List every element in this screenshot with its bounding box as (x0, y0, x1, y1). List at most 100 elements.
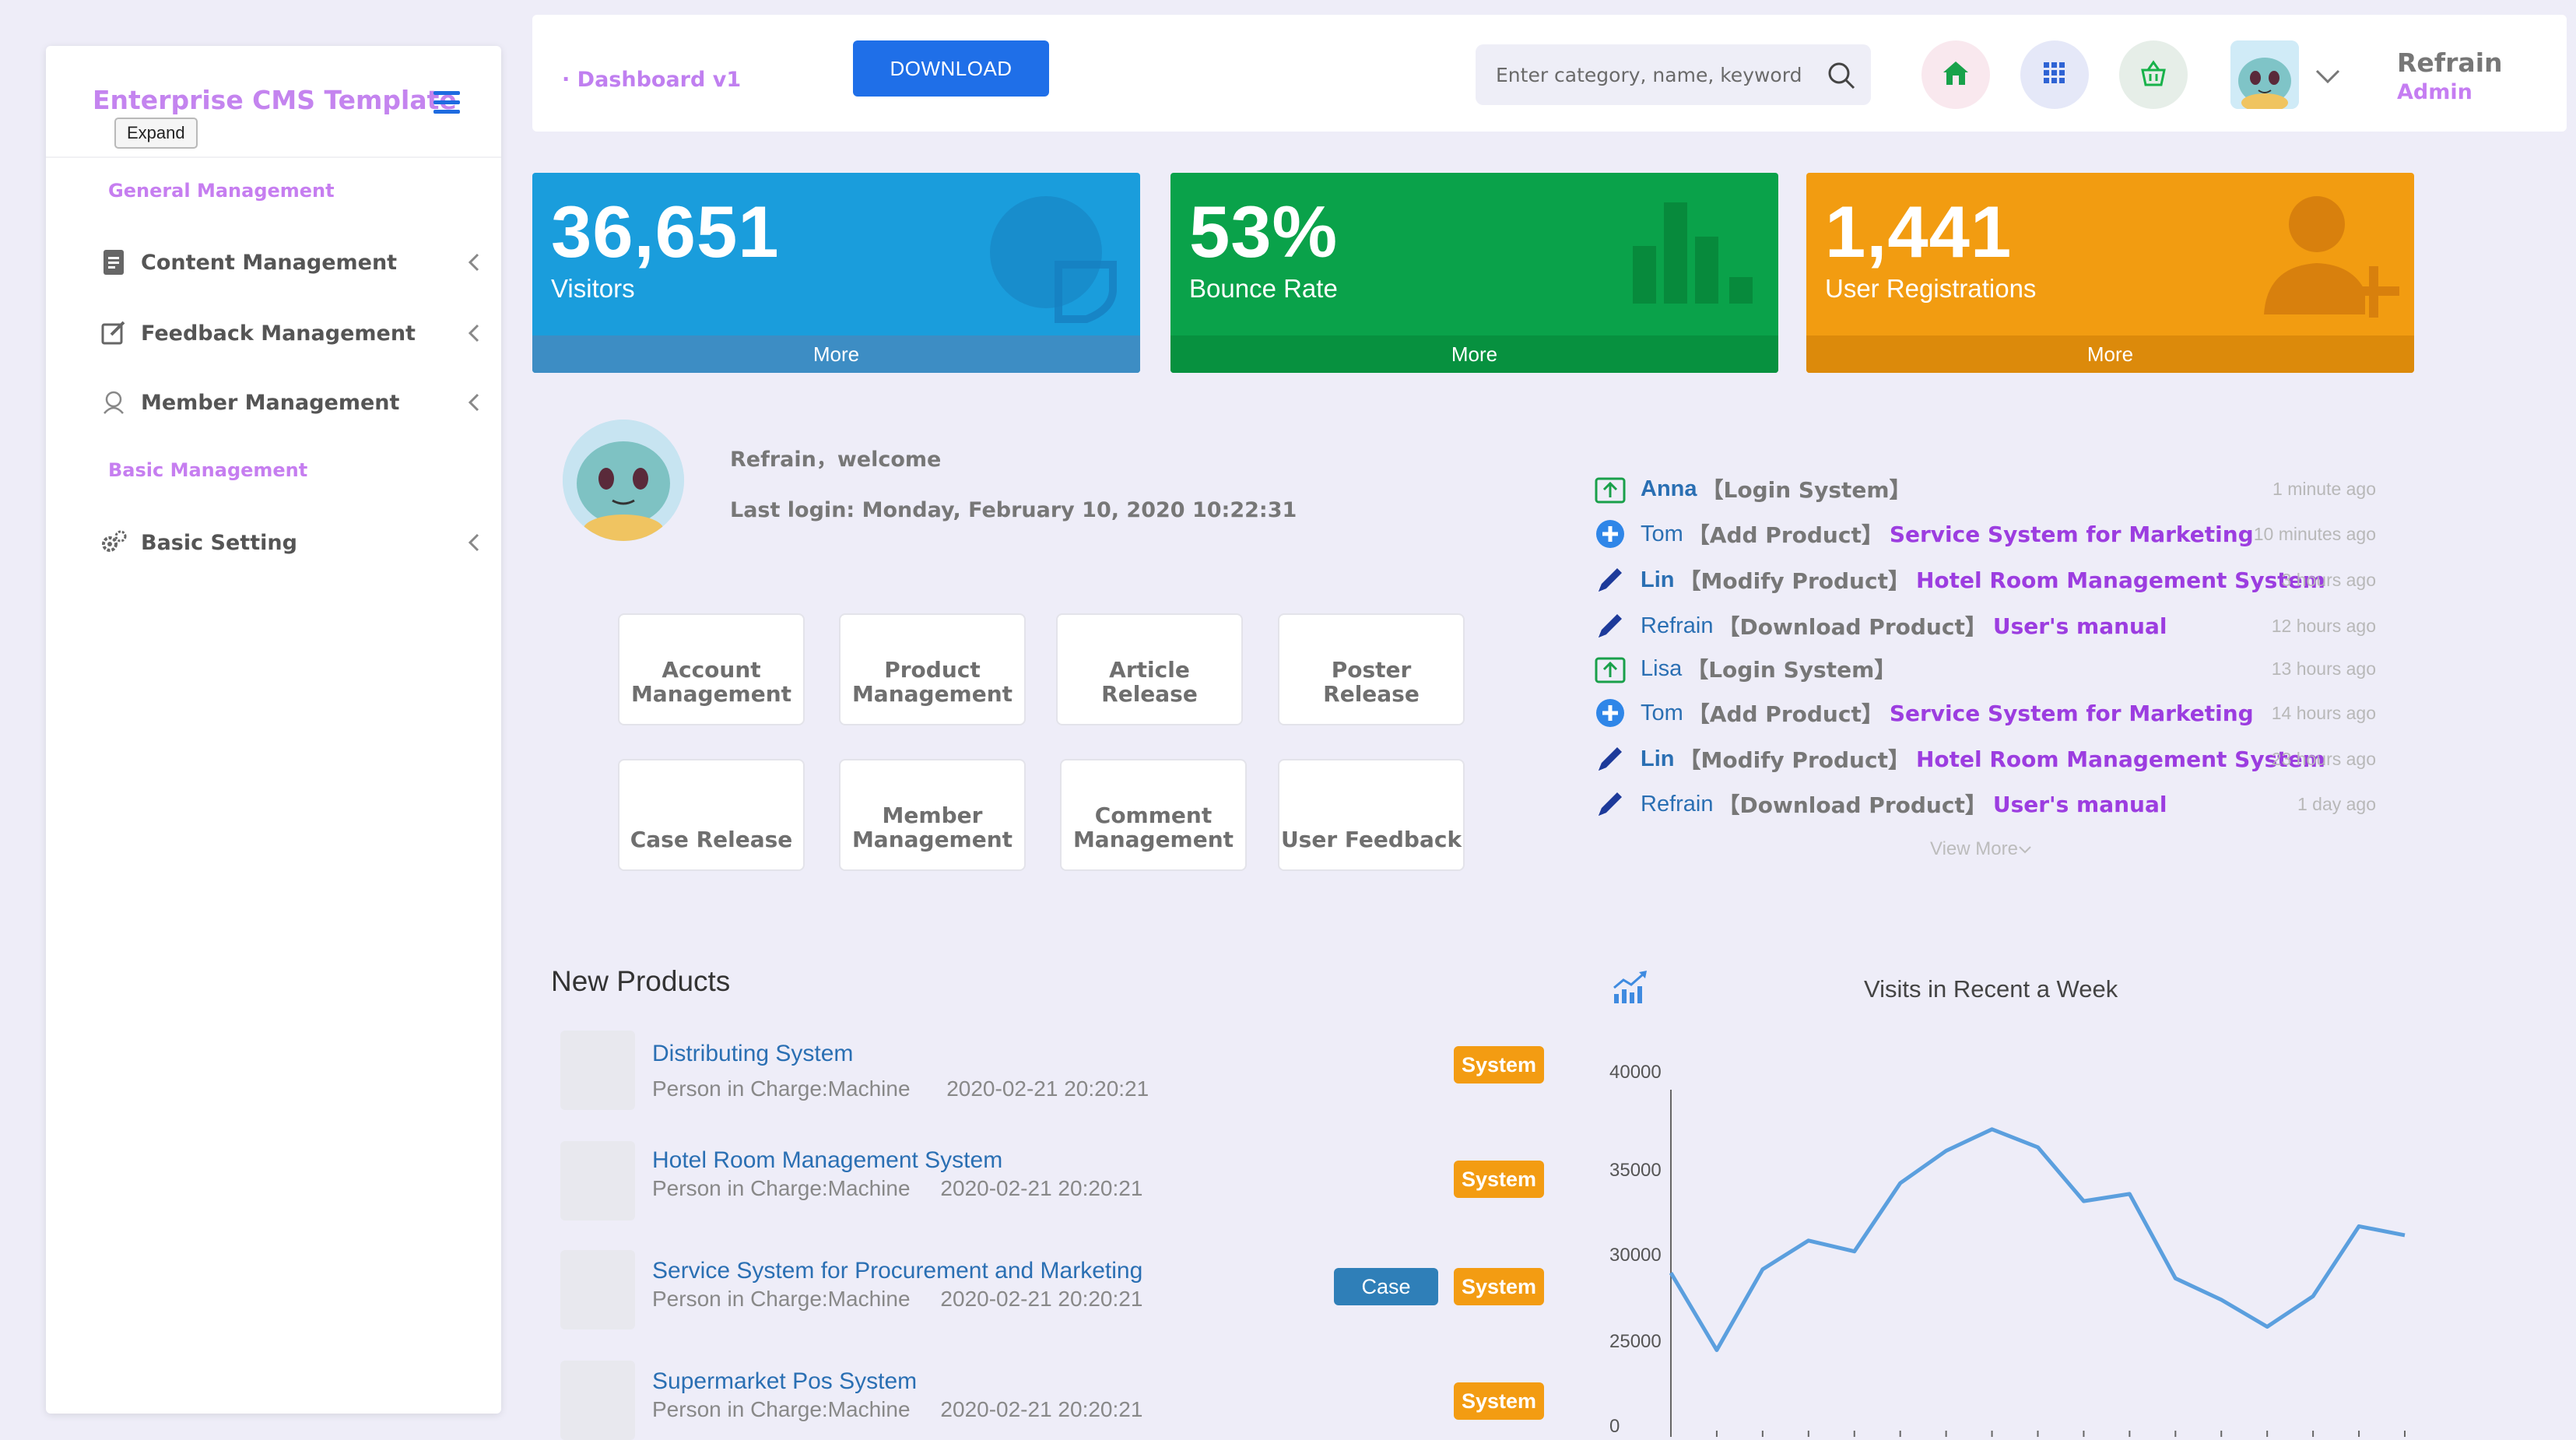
activity-user[interactable]: Tom (1641, 521, 1683, 546)
chevron-left-icon (458, 247, 490, 278)
activity-action: 【Add Product】 (1687, 522, 1883, 548)
edit-icon (1594, 788, 1627, 820)
stat-value: 1,441 (1825, 191, 2013, 272)
product-date: 2020-02-21 20:20:21 (946, 1076, 1149, 1101)
tag-system[interactable]: System (1454, 1161, 1544, 1198)
sidebar-item-label: Member Management (141, 390, 400, 415)
product-person: Person in Charge:Machine (652, 1397, 911, 1421)
product-name[interactable]: Distributing System (652, 1041, 854, 1066)
breadcrumb[interactable]: · Dashboard v1 (562, 68, 742, 92)
login-icon (1594, 653, 1627, 684)
quick-member-management[interactable]: Member Management (839, 759, 1026, 871)
activity-user[interactable]: Anna (1641, 476, 1697, 501)
activity-target[interactable]: Hotel Room Management System (1915, 746, 2325, 772)
chevron-down-icon (2018, 838, 2032, 859)
home-button[interactable] (1921, 40, 1990, 109)
menu-toggle-icon[interactable] (433, 91, 460, 114)
quick-label: Article Release (1101, 657, 1198, 708)
tag-system[interactable]: System (1454, 1046, 1544, 1084)
user-avatar[interactable] (2230, 40, 2299, 109)
activity-user[interactable]: Lin (1641, 746, 1675, 771)
product-meta: Person in Charge:Machine 2020-02-21 20:2… (652, 1176, 1142, 1201)
trend-chart-icon (1613, 969, 1648, 1005)
y-tick-label: 40000 (1609, 1062, 1662, 1083)
stat-card-user-registrations: 1,441 User Registrations More (1806, 173, 2414, 373)
product-thumbnail (560, 1141, 635, 1220)
apps-button[interactable] (2020, 40, 2089, 109)
activity-user[interactable]: Lisa (1641, 655, 1683, 681)
view-more-label: View More (1930, 838, 2018, 859)
quick-comment-management[interactable]: Comment Management (1060, 759, 1247, 871)
activity-target[interactable]: User's manual (1992, 791, 2167, 817)
sidebar-item-member-management[interactable]: Member Management (100, 379, 490, 426)
tag-system[interactable]: System (1454, 1382, 1544, 1420)
activity-time: 12 hours ago (2271, 615, 2376, 636)
member-icon (100, 389, 127, 416)
product-name[interactable]: Hotel Room Management System (652, 1147, 1003, 1173)
activity-target[interactable]: Service System for Marketing (1889, 700, 2254, 726)
quick-label: Comment Management (1072, 803, 1234, 853)
activity-user[interactable]: Refrain (1641, 613, 1714, 638)
more-link[interactable]: More (1806, 335, 2414, 373)
tag-system[interactable]: System (1454, 1268, 1544, 1305)
quick-article-release[interactable]: Article Release (1056, 613, 1243, 725)
quick-label: Poster Release (1323, 657, 1420, 708)
quick-label: Case Release (630, 827, 793, 853)
product-name[interactable]: Service System for Procurement and Marke… (652, 1258, 1143, 1284)
search-input[interactable] (1494, 58, 1821, 91)
activity-item: Tom 【Add Product】 Service System for Marke… (1594, 697, 2376, 729)
quick-poster-release[interactable]: Poster Release (1278, 613, 1465, 725)
bar-chart-icon (1633, 202, 1765, 307)
y-tick-label: 25000 (1609, 1331, 1662, 1352)
welcome-greeting: Refrain，welcome (730, 448, 942, 472)
activity-item: Refrain 【Download Product】 User's manual 12… (1594, 610, 2376, 641)
activity-target[interactable]: User's manual (1992, 613, 2167, 639)
edit-icon (1594, 564, 1627, 595)
activity-user[interactable]: Tom (1641, 700, 1683, 725)
welcome-avatar (563, 420, 684, 541)
quick-label: Member Management (851, 803, 1013, 853)
download-button[interactable]: DOWNLOAD (853, 40, 1049, 97)
sidebar-item-label: Feedback Management (141, 321, 416, 346)
stat-card-bounce-rate: 53% Bounce Rate More (1170, 173, 1778, 373)
quick-label: Product Management (851, 657, 1013, 708)
quick-user-feedback[interactable]: User Feedback (1278, 759, 1465, 871)
gears-icon (100, 529, 127, 556)
tag-case[interactable]: Case (1334, 1268, 1438, 1305)
document-icon (100, 249, 127, 276)
view-more-link[interactable]: View More (1930, 838, 2032, 860)
quick-product-management[interactable]: Product Management (839, 613, 1026, 725)
chart-title: Visits in Recent a Week (1864, 975, 2118, 1003)
activity-user[interactable]: Lin (1641, 567, 1675, 592)
chevron-down-icon[interactable] (2312, 65, 2343, 88)
sidebar-item-content-management[interactable]: Content Management (100, 239, 490, 286)
quick-label: Account Management (630, 657, 792, 708)
edit-icon (1594, 743, 1627, 774)
chevron-left-icon (458, 387, 490, 418)
search-icon[interactable] (1826, 60, 1857, 91)
search-box (1476, 44, 1871, 105)
quick-case-release[interactable]: Case Release (618, 759, 805, 871)
product-meta: Person in Charge:Machine 2020-02-21 20:2… (652, 1287, 1142, 1312)
expand-tooltip: Expand (114, 118, 198, 149)
sidebar-header (46, 46, 501, 158)
basket-button[interactable] (2119, 40, 2188, 109)
activity-action: 【Download Product】 (1718, 614, 1987, 640)
more-link[interactable]: More (532, 335, 1140, 373)
edit-square-icon (100, 320, 127, 346)
last-login: Last login: Monday, February 10, 2020 10… (730, 498, 1297, 522)
activity-time: 10 minutes ago (2253, 523, 2376, 544)
chevron-left-icon (458, 527, 490, 558)
stat-card-visitors: 36,651 Visitors More (532, 173, 1140, 373)
activity-user[interactable]: Refrain (1641, 791, 1714, 817)
activity-time: 1 day ago (2297, 793, 2376, 814)
new-products-title: New Products (551, 965, 731, 997)
more-link[interactable]: More (1170, 335, 1778, 373)
product-person: Person in Charge:Machine (652, 1287, 911, 1311)
sidebar-item-feedback-management[interactable]: Feedback Management (100, 310, 490, 356)
sidebar-item-basic-setting[interactable]: Basic Setting (100, 519, 490, 566)
activity-target[interactable]: Service System for Marketing (1889, 521, 2254, 547)
product-name[interactable]: Supermarket Pos System (652, 1368, 918, 1394)
activity-target[interactable]: Hotel Room Management System (1915, 567, 2325, 593)
quick-account-management[interactable]: Account Management (618, 613, 805, 725)
